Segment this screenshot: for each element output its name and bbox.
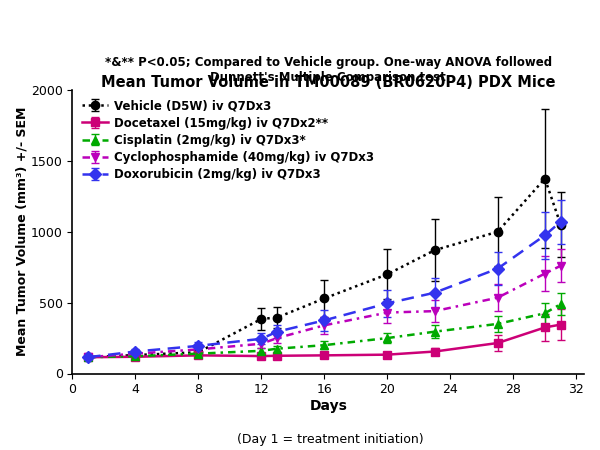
Text: (Day 1 = treatment initiation): (Day 1 = treatment initiation) <box>236 432 424 446</box>
Title: Mean Tumor Volume in TM00089 (BR0620P4) PDX Mice: Mean Tumor Volume in TM00089 (BR0620P4) … <box>101 75 556 90</box>
X-axis label: Days: Days <box>310 399 347 413</box>
Y-axis label: Mean Tumor Volume (mm³) +/- SEM: Mean Tumor Volume (mm³) +/- SEM <box>15 107 28 356</box>
Legend: Vehicle (D5W) iv Q7Dx3, Docetaxel (15mg/kg) iv Q7Dx2**, Cisplatin (2mg/kg) iv Q7: Vehicle (D5W) iv Q7Dx3, Docetaxel (15mg/… <box>78 96 377 184</box>
Text: *&** P<0.05; Compared to Vehicle group. One-way ANOVA followed
Dunnett's Multipl: *&** P<0.05; Compared to Vehicle group. … <box>105 56 552 84</box>
